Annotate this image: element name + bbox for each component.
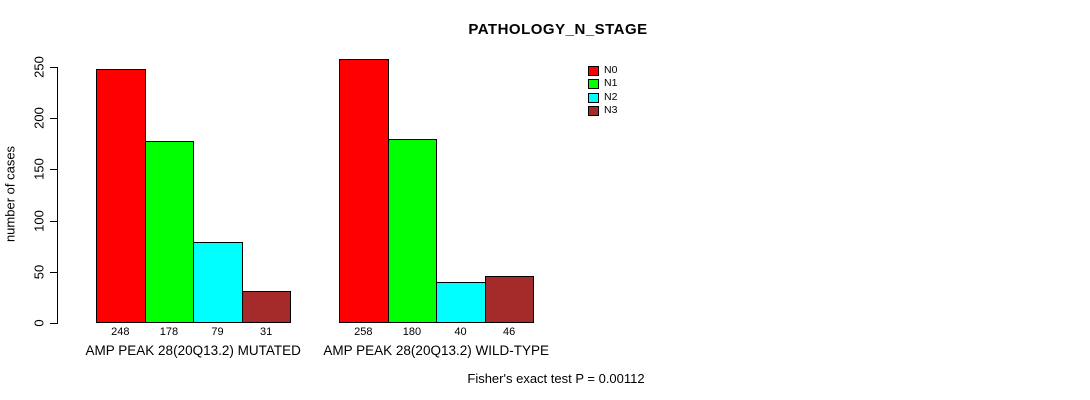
bar-value-label: 46 <box>502 326 516 338</box>
y-axis-tick-label: 100 <box>31 210 47 232</box>
y-axis-tick <box>50 67 57 68</box>
bar-value-label: 31 <box>259 326 273 338</box>
y-axis-tick <box>50 169 57 170</box>
bar-value-label: 258 <box>354 326 373 338</box>
y-axis-tick-label: 200 <box>31 107 47 129</box>
legend-label: N2 <box>604 90 618 103</box>
y-axis-tick-label: 250 <box>31 56 47 78</box>
bar-n0 <box>339 59 389 323</box>
y-axis-line <box>57 67 58 324</box>
legend-item-n3: N3 <box>588 104 668 119</box>
bar-n1 <box>145 141 194 323</box>
legend-label: N1 <box>604 77 618 90</box>
bar-value-label: 79 <box>211 326 224 338</box>
bar-value-label: 248 <box>111 326 130 338</box>
legend-label: N3 <box>604 104 618 117</box>
chart-title: PATHOLOGY_N_STAGE <box>468 21 648 38</box>
legend-item-n1: N1 <box>588 77 668 92</box>
group-label: AMP PEAK 28(20Q13.2) MUTATED <box>85 343 301 358</box>
y-axis-tick <box>50 221 57 222</box>
bar-n0 <box>96 69 146 323</box>
legend-label: N0 <box>604 64 618 76</box>
legend-swatch-n3 <box>588 106 599 117</box>
fisher-test-annotation: Fisher's exact test P = 0.00112 <box>467 371 645 386</box>
y-axis-tick-label: 50 <box>31 264 47 280</box>
bar-n3 <box>242 291 291 323</box>
bar-value-label: 180 <box>402 326 422 338</box>
y-axis-label: number of cases <box>2 145 18 243</box>
y-axis-tick <box>50 118 57 119</box>
y-axis-tick-label: 0 <box>31 319 47 327</box>
bar-n2 <box>193 242 243 323</box>
bar-n2 <box>436 282 486 323</box>
bar-n1 <box>388 139 437 323</box>
y-axis-tick <box>50 272 57 273</box>
legend-item-n0: N0 <box>588 64 668 79</box>
legend-item-n2: N2 <box>588 90 668 106</box>
bar-n3 <box>485 276 534 323</box>
bar-value-label: 178 <box>159 326 179 338</box>
legend-swatch-n0 <box>588 66 599 76</box>
legend-swatch-n1 <box>588 79 599 90</box>
group-label: AMP PEAK 28(20Q13.2) WILD-TYPE <box>323 343 549 358</box>
legend-swatch-n2 <box>588 92 599 103</box>
y-axis-tick <box>50 323 57 324</box>
bar-value-label: 40 <box>454 326 467 338</box>
y-axis-tick-label: 150 <box>31 158 47 180</box>
